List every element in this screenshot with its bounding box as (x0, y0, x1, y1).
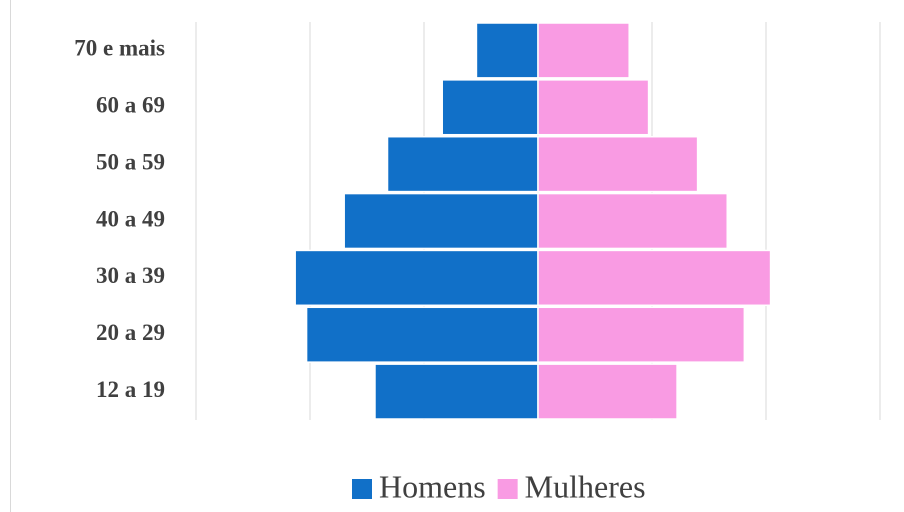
y-tick-label: 50 a 59 (96, 149, 165, 174)
legend-swatch (352, 479, 372, 499)
y-tick-label: 60 a 69 (96, 93, 165, 118)
bar (441, 79, 539, 136)
bar (386, 135, 539, 193)
y-tick-label: 20 a 29 (96, 320, 165, 345)
y-tick-label: 30 a 39 (96, 263, 165, 288)
y-tick-label: 40 a 49 (96, 206, 165, 231)
bar (374, 363, 539, 420)
bar (475, 22, 539, 79)
bar (537, 79, 650, 136)
legend-label: Homens (379, 468, 486, 504)
bar (537, 192, 728, 250)
bar (294, 249, 539, 307)
bar (305, 306, 539, 363)
bar (537, 22, 630, 79)
bar (537, 363, 678, 420)
bar (537, 135, 699, 193)
legend-label: Mulheres (525, 468, 646, 504)
chart-frame (10, 0, 11, 512)
y-tick-label: 12 a 19 (96, 377, 165, 402)
y-tick-label: 70 e mais (74, 36, 165, 61)
bar (537, 249, 772, 307)
legend-swatch (497, 479, 518, 499)
bar (537, 306, 746, 363)
bar (343, 192, 539, 250)
